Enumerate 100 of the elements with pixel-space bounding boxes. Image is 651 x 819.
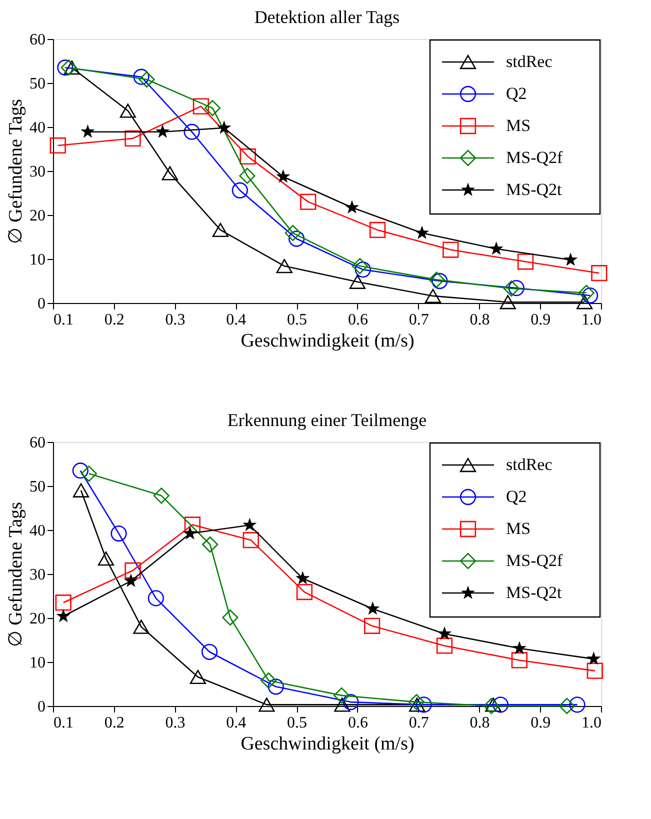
x-tick-label: 0.6 [348,714,368,732]
x-axis-title: Geschwindigkeit (m/s) [240,734,414,754]
point [222,609,238,626]
point [268,678,284,695]
point [409,698,426,712]
point [364,618,380,634]
y-tick-label: 40 [30,522,46,540]
point [432,272,448,290]
point [300,194,316,210]
point [80,466,97,482]
x-tick-label: 1.0 [582,714,602,732]
y-tick-label: 50 [30,76,46,92]
legend-label: MS-Q2f [506,551,564,570]
x-tick-label: 0.8 [470,312,490,328]
y-tick-label: 10 [30,252,46,268]
point [133,620,150,634]
point [296,584,313,600]
point [349,274,366,289]
point [334,698,350,712]
legend-label: MS-Q2t [506,583,562,602]
point [124,574,138,588]
point [124,562,141,579]
point [591,265,608,282]
point [586,662,603,679]
point [80,124,95,138]
point [201,644,218,660]
point [64,60,80,75]
point [576,295,593,310]
point [489,241,504,255]
x-tick-label: 1.0 [582,312,602,328]
point [354,262,371,278]
point [258,698,275,712]
y-tick-label: 30 [30,164,46,180]
point [296,570,310,584]
point [192,98,210,114]
point [569,696,586,713]
point [55,594,72,611]
point [182,526,198,540]
point [582,287,598,304]
point [508,280,524,296]
point [586,652,601,665]
point [110,525,127,542]
point [288,230,305,247]
y-tick-label: 60 [30,434,46,452]
legend-label: MS-Q2t [506,180,562,199]
point [60,60,77,76]
point [184,124,200,140]
x-tick-label: 0.6 [348,312,368,328]
point [190,670,206,684]
point [212,222,229,238]
point [503,280,520,297]
x-tick-label: 0.2 [104,312,124,328]
x-tick-label: 0.3 [165,312,186,328]
x-tick-label: 0.8 [470,714,490,732]
x-axis-title: Geschwindigkeit (m/s) [240,330,414,352]
y-tick-label: 60 [30,32,46,48]
y-axis-title: ∅ Gefundene Tags [6,98,26,244]
legend-label: MS [506,519,531,538]
y-tick-label: 40 [30,120,46,136]
point [202,536,218,553]
point [442,242,459,258]
point [369,222,386,238]
x-tick-label: 0.7 [408,714,429,732]
y-tick-label: 20 [30,610,46,628]
legend-label: stdRec [506,455,553,474]
point [342,694,359,710]
point [578,284,594,301]
point [239,168,256,184]
point [98,552,114,566]
y-axis-title: ∅ Gefundene Tags [6,502,26,648]
point [260,672,277,689]
point [184,516,200,533]
x-tick-label: 0.9 [530,312,551,328]
point [414,226,430,240]
point [153,488,170,504]
point [511,652,528,668]
point [276,258,292,274]
point [366,601,380,615]
point [162,166,178,180]
legend-label: MS-Q2f [506,148,564,167]
point [517,254,534,270]
y-tick-label: 10 [30,654,46,672]
point [242,532,259,548]
point [204,100,221,116]
y-tick-label: 0 [38,296,46,312]
legend-label: stdRec [506,52,553,71]
legend-label: Q2 [506,84,527,103]
point [50,137,66,154]
point [217,120,232,134]
point [558,698,575,714]
point [133,68,150,85]
point [436,638,453,654]
point [344,200,360,214]
chart-title: Detektion aller Tags [254,7,400,27]
point [232,182,248,198]
point [334,687,350,704]
point [512,640,526,654]
x-tick-label: 0.7 [408,312,429,328]
y-tick-label: 0 [38,698,46,716]
point [437,626,452,640]
